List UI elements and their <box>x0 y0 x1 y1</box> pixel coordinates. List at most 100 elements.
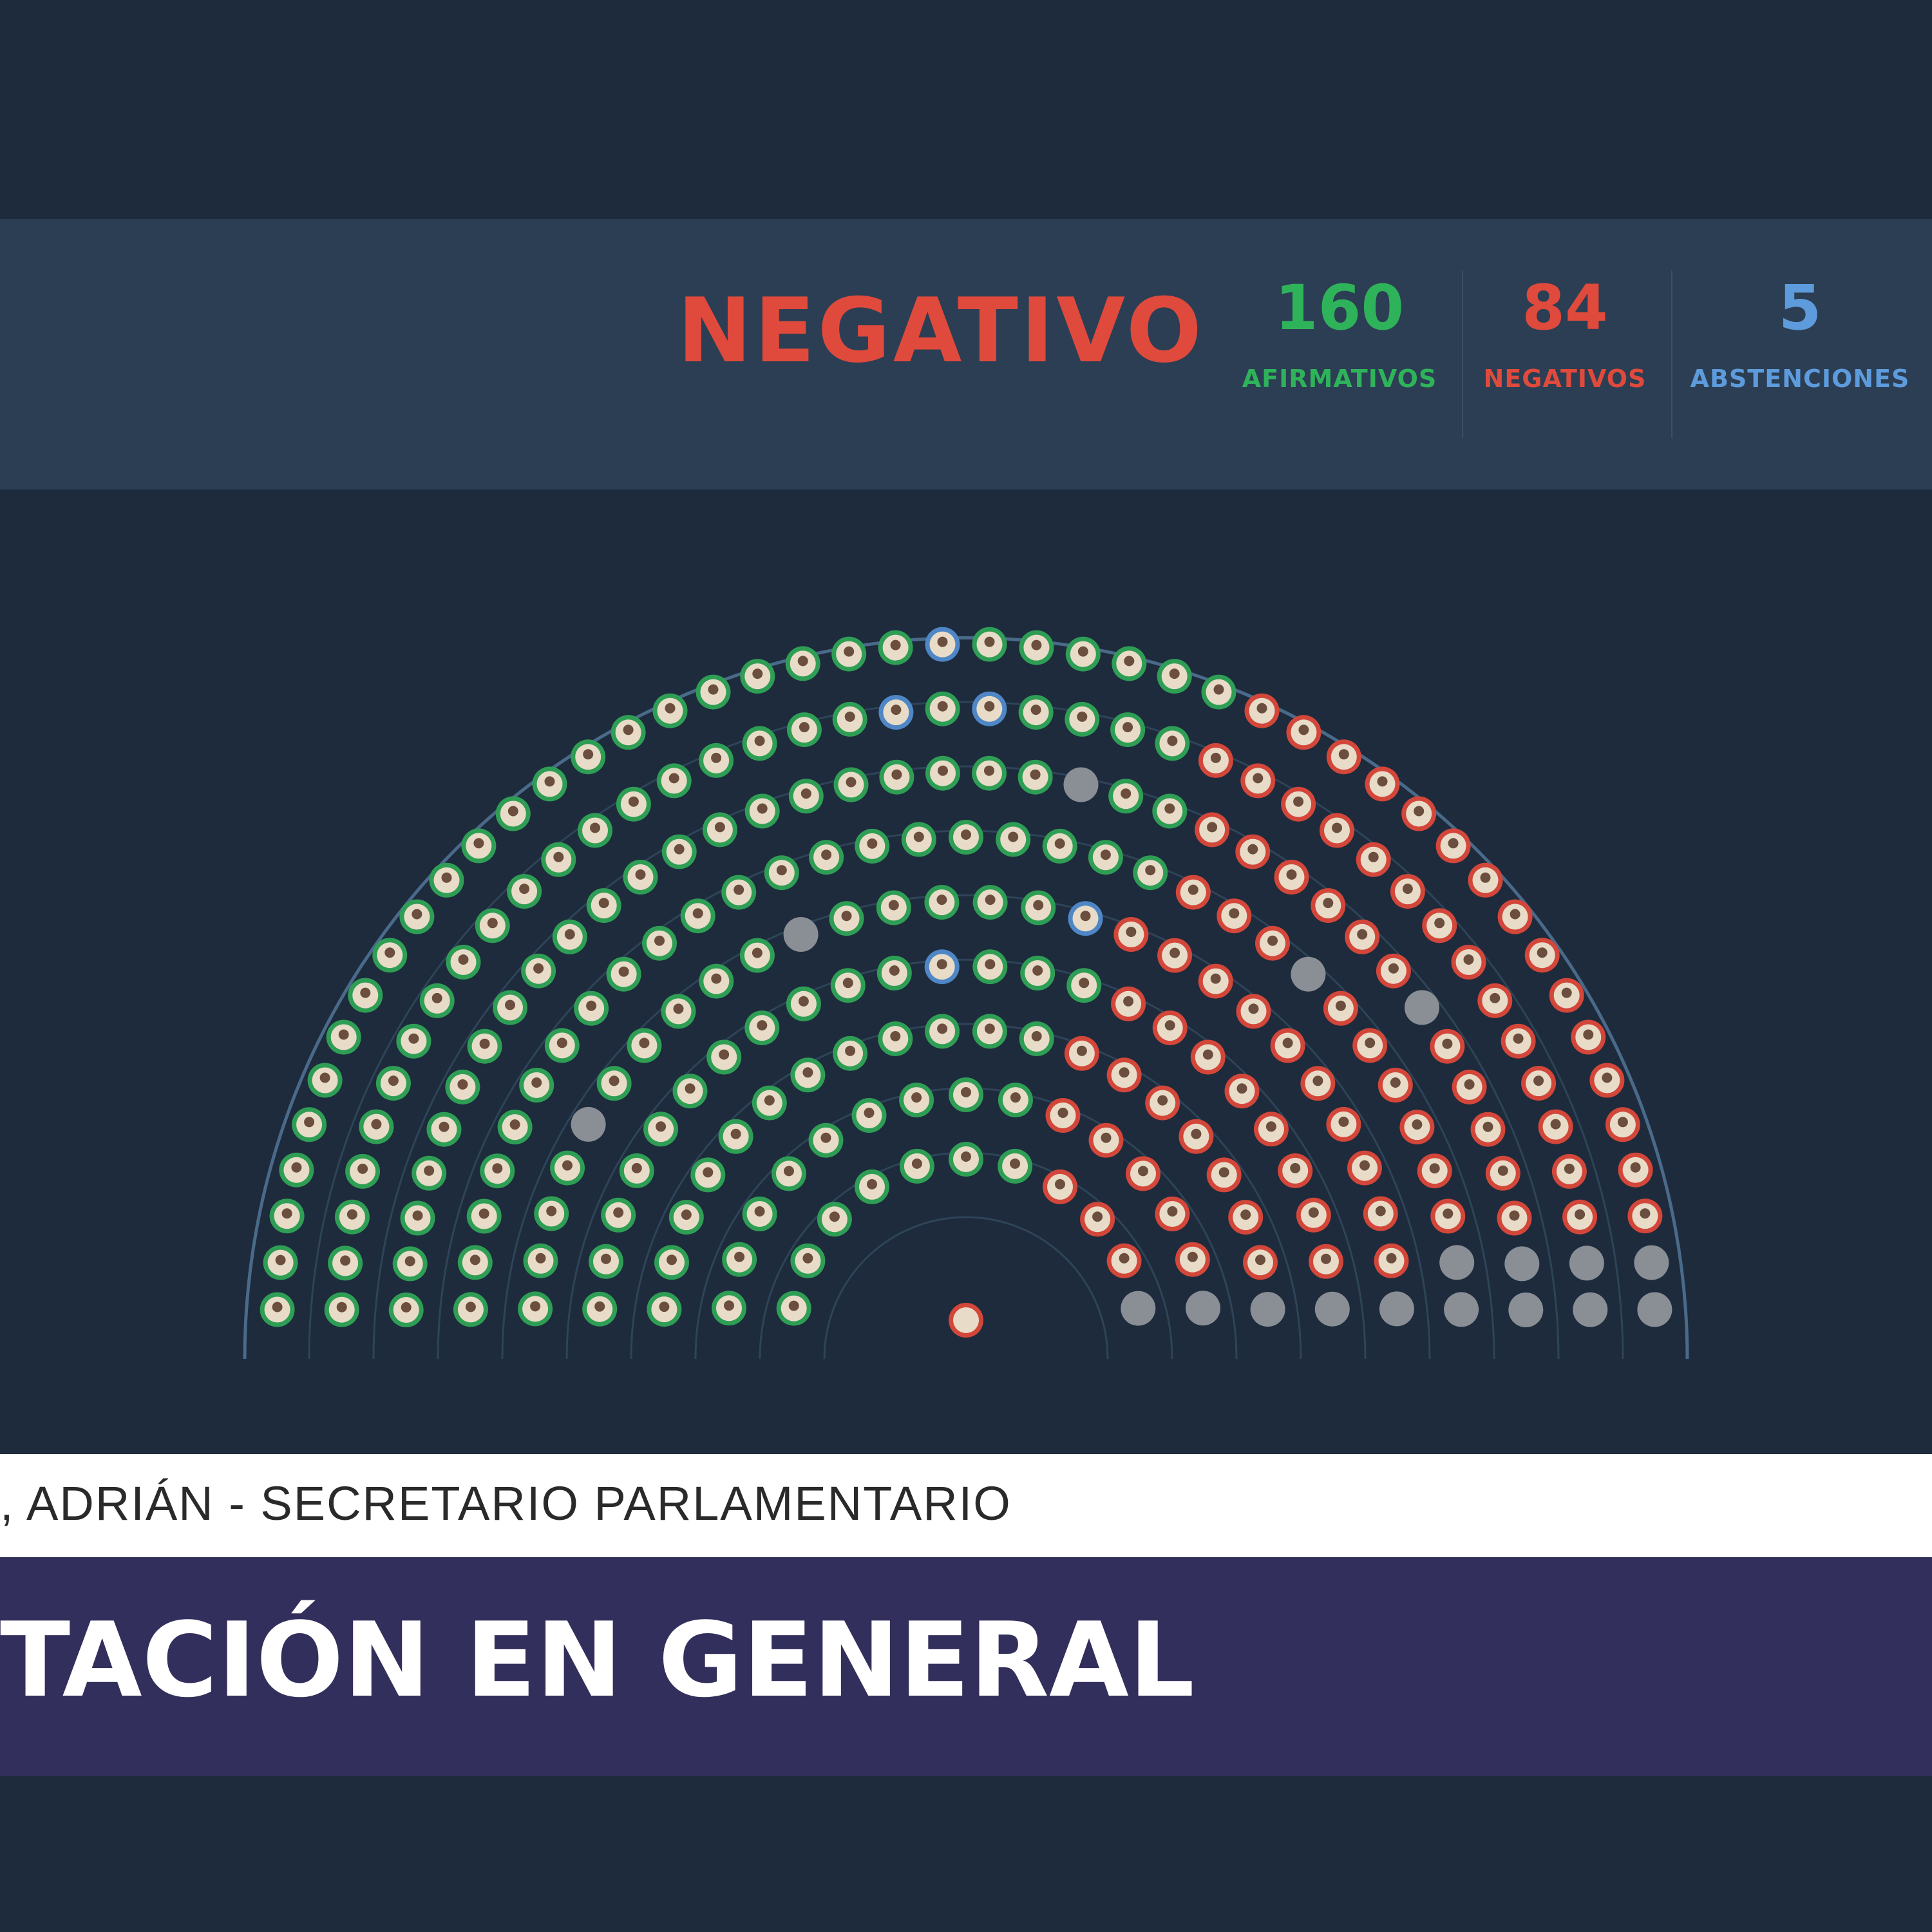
seat-afirmativo <box>901 822 936 857</box>
seat-afirmativo <box>680 898 715 934</box>
seat-portrait-head <box>1031 639 1042 650</box>
seat-circle <box>1121 1291 1156 1326</box>
seat-circle <box>1444 1292 1479 1327</box>
seat-portrait-head <box>533 963 544 974</box>
seat-afirmativo <box>399 899 435 934</box>
seat-portrait-head <box>590 822 600 833</box>
seat-portrait-head <box>1312 1075 1323 1086</box>
seat-portrait-head <box>937 701 948 712</box>
seat-negativo <box>1179 1119 1214 1154</box>
seat-afirmativo <box>776 1291 811 1326</box>
seat-afirmativo <box>949 1077 983 1112</box>
seat-portrait-head <box>1032 965 1043 976</box>
seat-portrait-head <box>776 865 787 876</box>
seat-abstencion <box>925 627 960 662</box>
seat-portrait-head <box>1390 1077 1401 1088</box>
seat-afirmativo <box>972 949 1008 985</box>
seat-portrait-head <box>1575 1209 1586 1220</box>
seat-portrait-head <box>1145 865 1156 876</box>
seat-afirmativo <box>269 1198 305 1234</box>
seat-portrait-head <box>1414 806 1425 817</box>
seat-negativo <box>1236 994 1271 1029</box>
seat-negativo <box>1363 1196 1398 1231</box>
seat-afirmativo <box>1152 793 1188 829</box>
seat-afirmativo <box>1018 695 1054 730</box>
seat-afirmativo <box>699 963 734 999</box>
seat-portrait-head <box>1202 1049 1213 1060</box>
seat-portrait-head <box>1240 1209 1251 1220</box>
seat-afirmativo <box>279 1152 314 1188</box>
seat-afirmativo <box>1019 630 1054 665</box>
seat-negativo <box>1468 862 1503 898</box>
seat-portrait-head <box>1443 1208 1454 1219</box>
seat-negativo <box>1064 1036 1099 1071</box>
seat-portrait-head <box>338 1029 349 1040</box>
vote-result-header: NEGATIVO 160 AFIRMATIVOS 84 NEGATIVOS 5 … <box>0 219 1932 489</box>
seat-negativo <box>1326 1106 1361 1142</box>
seat-portrait-head <box>487 918 498 929</box>
seat-portrait-head <box>1482 1121 1493 1132</box>
seat-afirmativo <box>396 1023 431 1059</box>
seat-negativo <box>1356 842 1391 877</box>
seat-afirmativo <box>1065 701 1100 737</box>
seat-portrait-head <box>1187 1251 1198 1262</box>
seat-portrait-head <box>937 636 948 647</box>
seat-afirmativo <box>744 1010 780 1046</box>
seat-afirmativo <box>739 938 775 973</box>
seat-portrait-head <box>404 1256 415 1267</box>
seat-afirmativo <box>467 1028 502 1064</box>
seat-afirmativo <box>578 813 612 848</box>
seat-circle <box>1379 1291 1414 1327</box>
seat-negativo <box>1111 986 1146 1021</box>
seat-afirmativo <box>260 1292 295 1327</box>
seat-afirmativo <box>790 1243 826 1278</box>
seat-afirmativo <box>972 755 1007 791</box>
seat-portrait-head <box>1030 705 1041 715</box>
seat-afirmativo <box>445 1069 480 1104</box>
seat-afirmativo <box>699 743 734 778</box>
seat-portrait-head <box>703 1167 714 1178</box>
seat-portrait-head <box>1286 869 1297 880</box>
seat-portrait-head <box>1338 749 1349 760</box>
seat-afirmativo <box>672 1074 708 1109</box>
seat-portrait-head <box>509 1119 520 1130</box>
seat-portrait-head <box>820 1132 831 1143</box>
count-divider <box>1671 270 1672 438</box>
seat-afirmativo <box>925 691 960 726</box>
seat-negativo <box>1281 786 1316 822</box>
seat-portrait-head <box>319 1072 330 1083</box>
seat-portrait-head <box>961 1151 971 1162</box>
seat-afirmativo <box>668 1200 704 1235</box>
seat-afirmativo <box>495 796 531 831</box>
seat-negativo <box>1309 1244 1343 1279</box>
seat-portrait-head <box>1564 1163 1575 1174</box>
seat-portrait-head <box>1170 947 1180 958</box>
seat-portrait-head <box>1236 1083 1247 1094</box>
seat-portrait-head <box>985 959 996 970</box>
seat-portrait-head <box>1100 849 1111 860</box>
seat-portrait-head <box>757 803 768 814</box>
seat-negativo <box>1198 743 1233 778</box>
seat-negativo <box>1145 1085 1180 1121</box>
seat-portrait-head <box>890 1031 901 1041</box>
seat-ausente <box>571 1106 606 1142</box>
seat-portrait-head <box>1079 978 1090 989</box>
seat-portrait-head <box>961 1087 971 1097</box>
seat-afirmativo <box>359 1109 394 1144</box>
seat-afirmativo <box>722 1242 757 1277</box>
seat-portrait-head <box>618 966 629 977</box>
seat-afirmativo <box>998 1148 1033 1184</box>
seat-negativo <box>1155 1197 1190 1231</box>
seat-negativo <box>1470 1112 1506 1147</box>
seat-portrait-head <box>1229 908 1240 919</box>
seat-portrait-head <box>844 711 855 722</box>
seat-negativo <box>1228 1200 1264 1235</box>
seat-portrait-head <box>346 1209 357 1220</box>
seat-afirmativo <box>654 1245 689 1280</box>
seat-circle <box>1504 1246 1540 1282</box>
seat-portrait-head <box>1253 773 1264 784</box>
seat-portrait-head <box>1429 1163 1440 1174</box>
seat-portrait-head <box>1442 1038 1453 1049</box>
seat-portrait-head <box>439 1121 450 1132</box>
seat-portrait-head <box>628 796 639 807</box>
